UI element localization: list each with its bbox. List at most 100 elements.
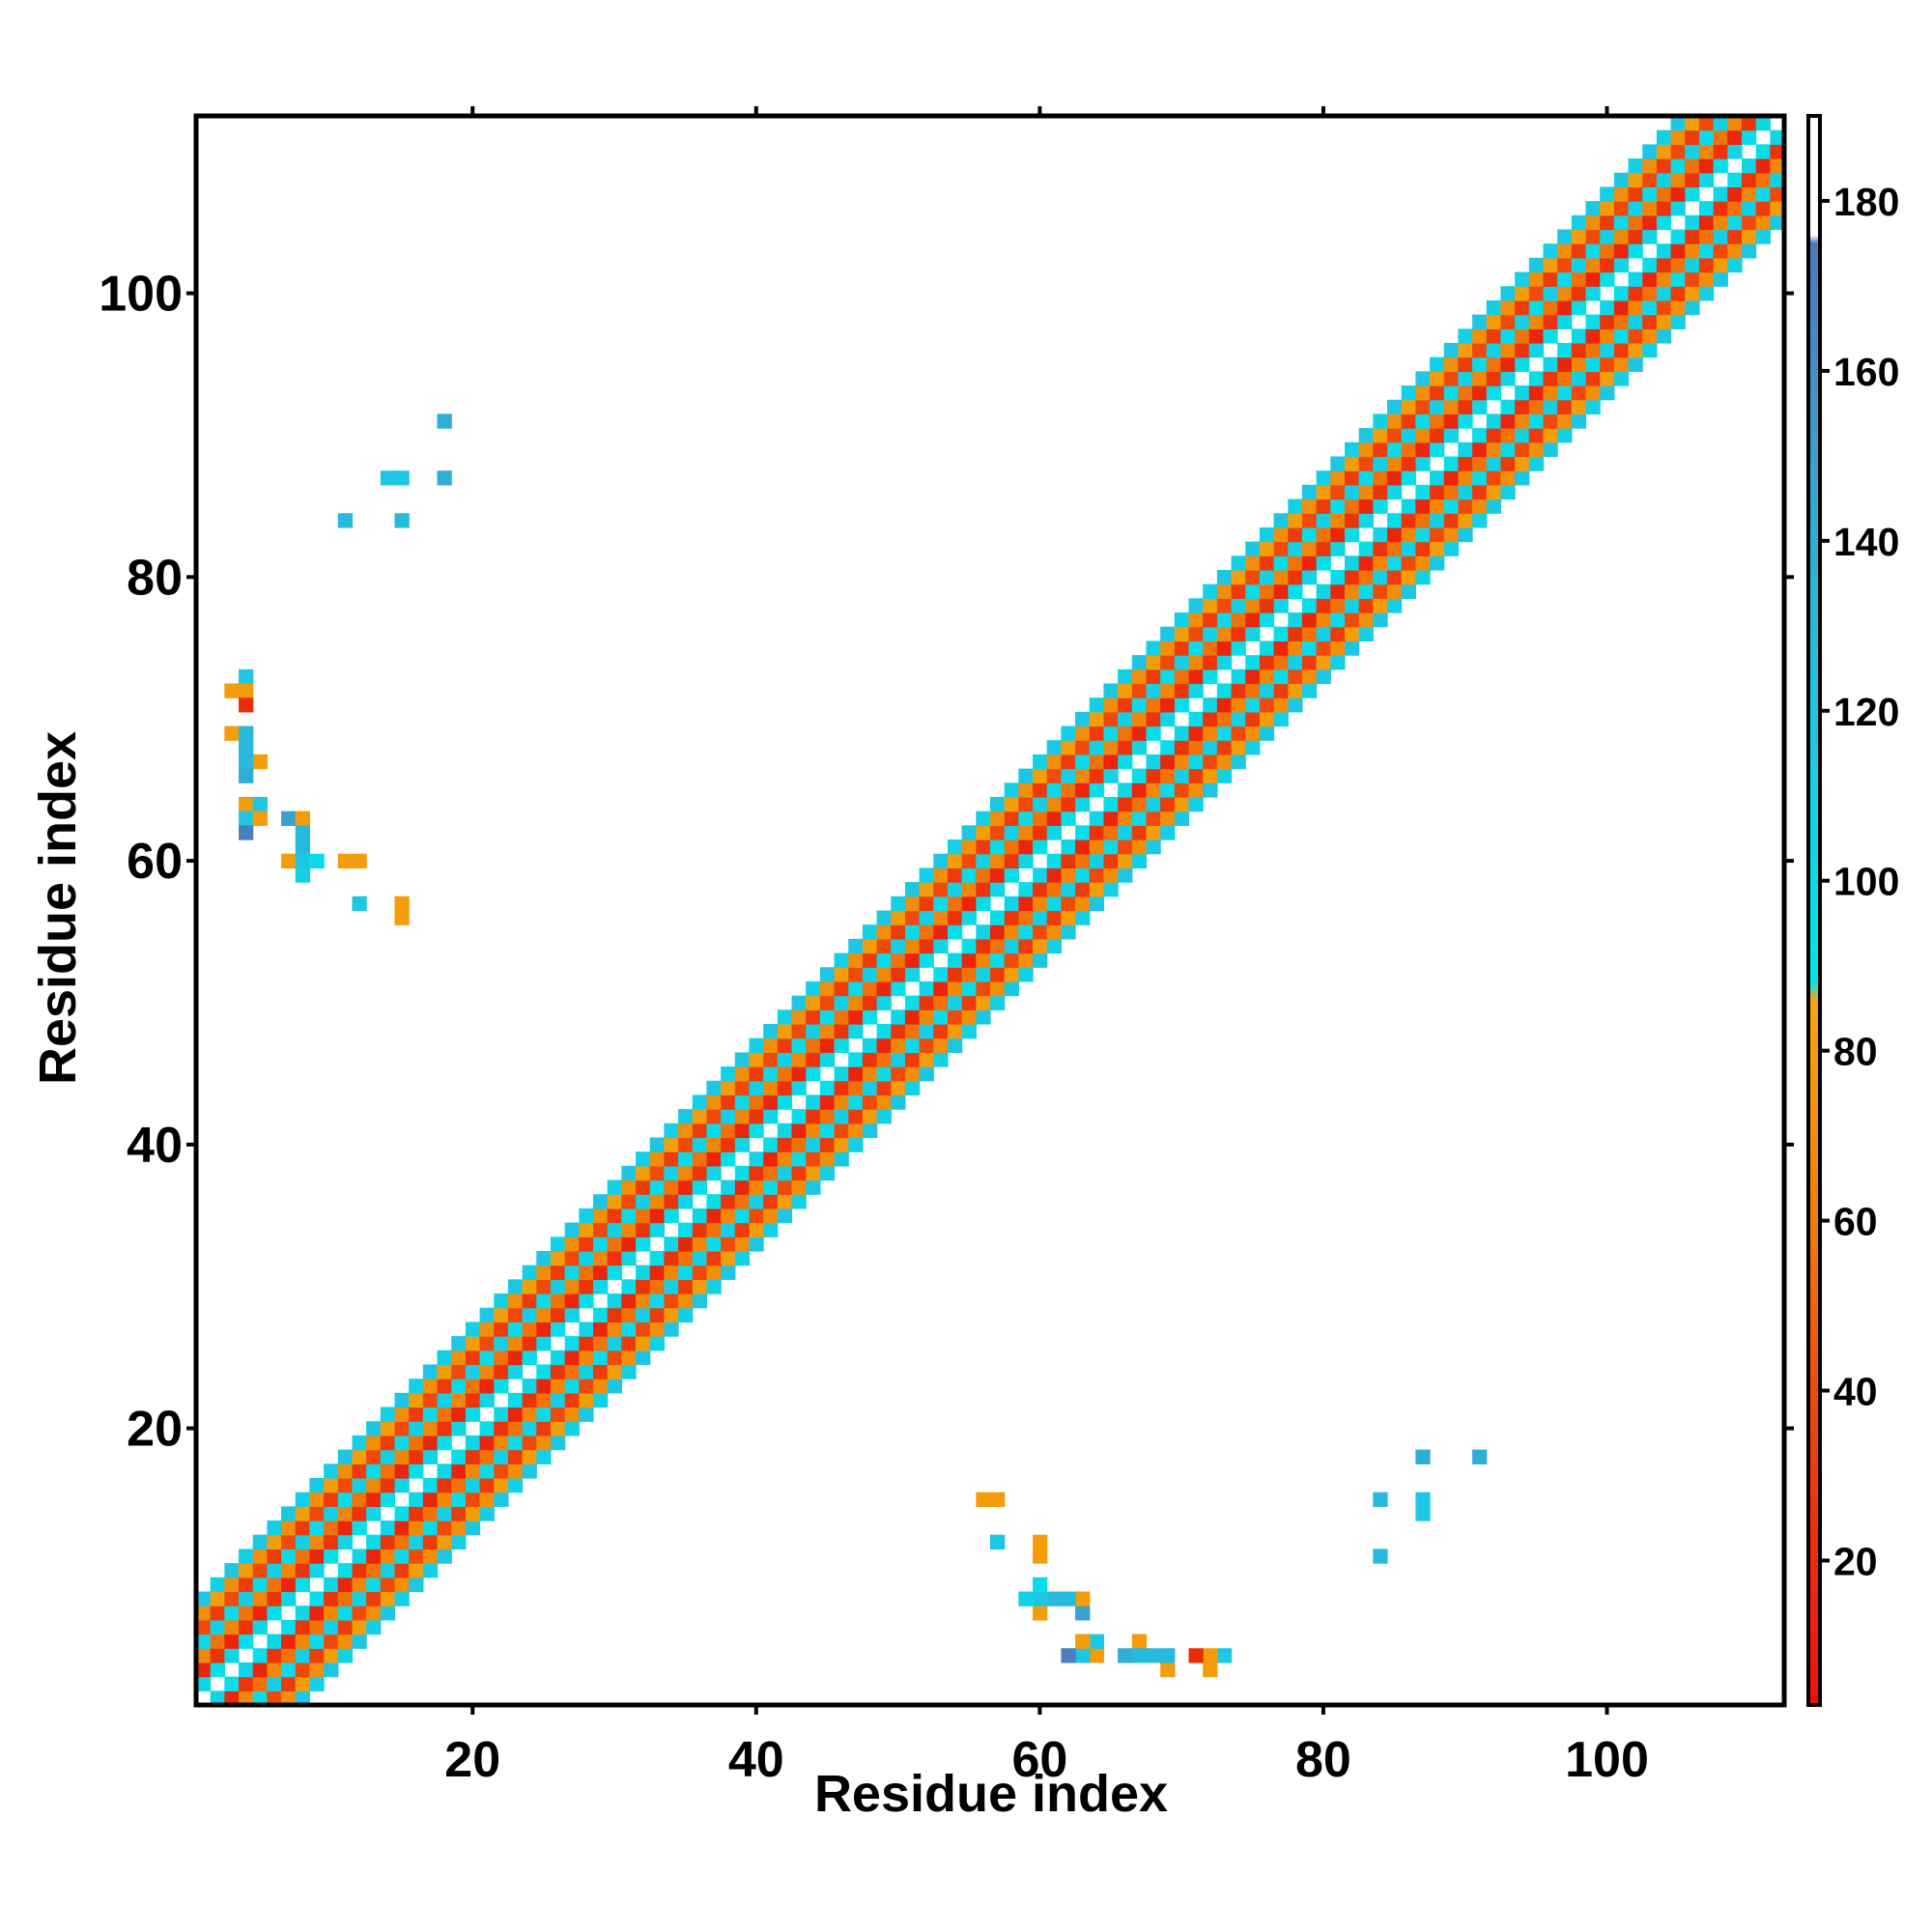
heatmap-cell	[479, 1449, 495, 1464]
heatmap-cell	[721, 1251, 736, 1266]
heatmap-cell	[1033, 910, 1048, 925]
heatmap-cell	[862, 1122, 878, 1139]
heatmap-cell	[1670, 299, 1686, 316]
heatmap-cell	[1443, 428, 1459, 443]
heatmap-cell	[1500, 314, 1516, 329]
heatmap-cell	[1670, 271, 1686, 287]
heatmap-cell	[1571, 413, 1587, 429]
heatmap-cell	[621, 1179, 637, 1195]
heatmap-cell	[451, 1520, 467, 1536]
heatmap-cell	[1415, 1449, 1431, 1464]
heatmap-cell	[1075, 711, 1091, 727]
heatmap-cell	[1301, 526, 1318, 543]
heatmap-cell	[1358, 484, 1374, 500]
heatmap-cell	[1401, 541, 1416, 556]
heatmap-cell	[1670, 201, 1686, 216]
heatmap-cell	[224, 725, 240, 741]
heatmap-cell	[1046, 768, 1062, 783]
heatmap-cell	[550, 1251, 566, 1266]
heatmap-cell	[1415, 1506, 1431, 1521]
heatmap-cell	[891, 924, 906, 940]
heatmap-cell	[706, 1109, 722, 1124]
heatmap-cell	[1486, 441, 1502, 458]
heatmap-cell	[1288, 697, 1303, 713]
heatmap-cell	[1685, 229, 1700, 244]
heatmap-cell	[1628, 172, 1643, 188]
heatmap-cell	[976, 810, 991, 826]
heatmap-cell	[891, 1052, 906, 1067]
heatmap-cell	[281, 1619, 297, 1635]
heatmap-cell	[1500, 286, 1516, 301]
heatmap-cell	[1642, 314, 1658, 329]
heatmap-cell	[1656, 271, 1672, 287]
heatmap-cell	[422, 1506, 439, 1521]
heatmap-cell	[1231, 711, 1246, 727]
heatmap-cell	[352, 1463, 367, 1479]
heatmap-cell	[1160, 668, 1176, 685]
heatmap-cell	[1118, 853, 1133, 869]
heatmap-cell	[919, 867, 934, 883]
heatmap-cell	[352, 1548, 367, 1564]
heatmap-cell	[224, 1648, 240, 1663]
heatmap-cell	[1670, 172, 1686, 188]
heatmap-cell	[1245, 598, 1261, 613]
heatmap-cell	[1415, 513, 1431, 528]
heatmap-cell	[1018, 768, 1034, 783]
heatmap-cell	[1245, 555, 1261, 571]
heatmap-cell	[1075, 839, 1091, 855]
heatmap-cell	[309, 1648, 325, 1663]
heatmap-cell	[352, 1449, 367, 1464]
heatmap-cell	[1273, 711, 1289, 727]
heatmap-cell	[380, 1449, 396, 1464]
heatmap-cell	[1613, 356, 1630, 372]
heatmap-cell	[437, 1463, 452, 1479]
heatmap-cell	[1415, 428, 1431, 443]
colorbar-tick-label: 60	[1833, 1200, 1878, 1244]
heatmap-cell	[1486, 356, 1502, 372]
heatmap-cell	[1486, 314, 1502, 329]
heatmap-cell	[834, 1122, 849, 1139]
heatmap-cell	[479, 1435, 495, 1451]
heatmap-cell	[550, 1264, 566, 1280]
heatmap-cell	[919, 1024, 934, 1039]
heatmap-cell	[933, 910, 949, 925]
heatmap-cell	[1033, 1605, 1048, 1621]
heatmap-cell	[1330, 470, 1346, 486]
heatmap-cell	[1301, 598, 1318, 613]
heatmap-cell	[507, 1293, 524, 1309]
heatmap-cell	[1118, 725, 1133, 741]
heatmap-cell	[1585, 271, 1601, 287]
heatmap-cell	[1741, 214, 1757, 231]
heatmap-cell	[479, 1350, 495, 1366]
heatmap-cell	[1174, 612, 1190, 628]
heatmap-cell	[1174, 626, 1190, 642]
heatmap-cell	[309, 1520, 325, 1536]
heatmap-cell	[1443, 470, 1459, 486]
heatmap-cell	[1387, 484, 1403, 500]
heatmap-cell	[933, 967, 949, 982]
heatmap-cell	[1146, 797, 1161, 812]
heatmap-cell	[664, 1165, 679, 1181]
heatmap-cell	[579, 1350, 594, 1366]
heatmap-cell	[649, 1208, 665, 1224]
heatmap-cell	[1203, 768, 1218, 783]
heatmap-cell	[1656, 129, 1672, 145]
heatmap-cell	[1727, 129, 1743, 145]
heatmap-cell	[1698, 243, 1715, 259]
heatmap-cell	[1628, 201, 1643, 216]
heatmap-cell	[309, 1492, 325, 1507]
heatmap-cell	[1741, 129, 1757, 145]
heatmap-cell	[1131, 683, 1148, 698]
heatmap-cell	[252, 797, 268, 812]
heatmap-cell	[848, 938, 864, 954]
heatmap-cell	[1103, 768, 1119, 783]
heatmap-cell	[1600, 257, 1615, 273]
heatmap-cell	[1415, 371, 1431, 386]
heatmap-cell	[976, 1009, 991, 1025]
heatmap-cell	[1033, 1548, 1048, 1564]
heatmap-cell	[1273, 583, 1289, 599]
heatmap-cell	[678, 1165, 694, 1181]
heatmap-cell	[1430, 428, 1445, 443]
heatmap-cell	[394, 1392, 410, 1408]
heatmap-cell	[366, 1534, 382, 1550]
